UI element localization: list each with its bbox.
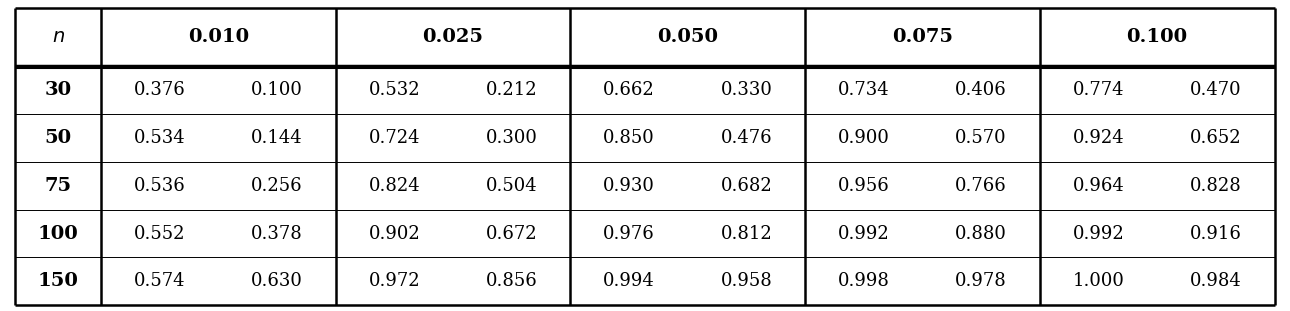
- Text: 0.766: 0.766: [956, 177, 1007, 195]
- Text: 0.828: 0.828: [1189, 177, 1242, 195]
- Text: 0.662: 0.662: [604, 81, 655, 99]
- Text: 0.900: 0.900: [838, 129, 890, 147]
- Text: 0.856: 0.856: [486, 272, 538, 290]
- Text: 0.984: 0.984: [1189, 272, 1242, 290]
- Text: 0.075: 0.075: [891, 28, 953, 46]
- Text: 0.376: 0.376: [134, 81, 186, 99]
- Text: 0.630: 0.630: [252, 272, 303, 290]
- Text: 0.964: 0.964: [1072, 177, 1125, 195]
- Text: 0.998: 0.998: [838, 272, 890, 290]
- Text: $n$: $n$: [52, 28, 64, 46]
- Text: 0.992: 0.992: [838, 225, 890, 243]
- Text: 0.724: 0.724: [369, 129, 421, 147]
- Text: 0.570: 0.570: [956, 129, 1007, 147]
- Text: 0.010: 0.010: [188, 28, 249, 46]
- Text: 0.994: 0.994: [604, 272, 655, 290]
- Text: 0.025: 0.025: [423, 28, 484, 46]
- Text: 0.958: 0.958: [721, 272, 773, 290]
- Text: 0.378: 0.378: [252, 225, 303, 243]
- Text: 0.100: 0.100: [252, 81, 303, 99]
- Text: 0.652: 0.652: [1191, 129, 1242, 147]
- Text: 0.734: 0.734: [838, 81, 890, 99]
- Text: 0.850: 0.850: [604, 129, 655, 147]
- Text: 100: 100: [37, 225, 79, 243]
- Text: 0.300: 0.300: [486, 129, 538, 147]
- Text: 30: 30: [45, 81, 72, 99]
- Text: 0.476: 0.476: [721, 129, 773, 147]
- Text: 0.824: 0.824: [369, 177, 421, 195]
- Text: 0.916: 0.916: [1189, 225, 1242, 243]
- Text: 0.406: 0.406: [956, 81, 1007, 99]
- Text: 1.000: 1.000: [1072, 272, 1125, 290]
- Text: 0.992: 0.992: [1072, 225, 1125, 243]
- Text: 0.144: 0.144: [252, 129, 303, 147]
- Text: 0.672: 0.672: [486, 225, 538, 243]
- Text: 0.574: 0.574: [134, 272, 186, 290]
- Text: 0.256: 0.256: [252, 177, 303, 195]
- Text: 0.682: 0.682: [721, 177, 773, 195]
- Text: 150: 150: [37, 272, 79, 290]
- Text: 0.956: 0.956: [838, 177, 890, 195]
- Text: 0.976: 0.976: [604, 225, 655, 243]
- Text: 75: 75: [45, 177, 72, 195]
- Text: 0.212: 0.212: [486, 81, 538, 99]
- Text: 0.536: 0.536: [134, 177, 186, 195]
- Text: 0.330: 0.330: [721, 81, 773, 99]
- Text: 0.534: 0.534: [134, 129, 186, 147]
- Text: 0.050: 0.050: [658, 28, 719, 46]
- Text: 50: 50: [45, 129, 72, 147]
- Text: 0.978: 0.978: [956, 272, 1007, 290]
- Text: 0.930: 0.930: [604, 177, 655, 195]
- Text: 0.532: 0.532: [369, 81, 421, 99]
- Text: 0.100: 0.100: [1126, 28, 1188, 46]
- Text: 0.552: 0.552: [134, 225, 186, 243]
- Text: 0.774: 0.774: [1073, 81, 1125, 99]
- Text: 0.972: 0.972: [369, 272, 421, 290]
- Text: 0.470: 0.470: [1191, 81, 1242, 99]
- Text: 0.504: 0.504: [486, 177, 538, 195]
- Text: 0.902: 0.902: [369, 225, 421, 243]
- Text: 0.812: 0.812: [721, 225, 773, 243]
- Text: 0.924: 0.924: [1073, 129, 1125, 147]
- Text: 0.880: 0.880: [955, 225, 1007, 243]
